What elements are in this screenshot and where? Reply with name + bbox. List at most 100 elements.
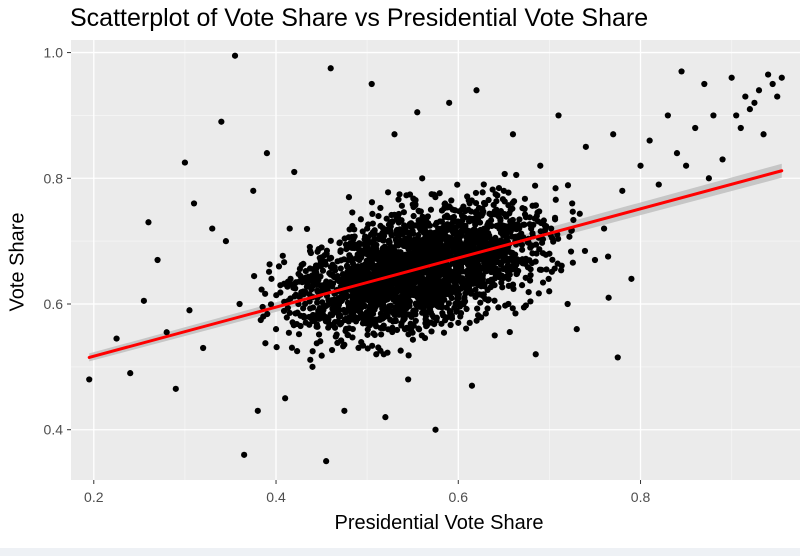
data-point [454, 269, 461, 277]
data-point [509, 131, 517, 138]
data-point [504, 261, 512, 269]
data-point [746, 106, 753, 113]
data-point [591, 256, 599, 264]
data-point [172, 385, 179, 392]
data-point [364, 345, 371, 352]
data-point [405, 352, 412, 359]
data-point [250, 187, 257, 194]
data-point [322, 261, 329, 268]
data-point [341, 407, 348, 414]
data-point [491, 282, 498, 289]
data-point [319, 267, 327, 274]
data-point [264, 310, 271, 318]
data-point [458, 285, 465, 292]
data-point [419, 175, 426, 182]
data-point [502, 302, 509, 309]
data-point [447, 321, 454, 329]
data-point [760, 131, 767, 138]
data-point [543, 266, 550, 273]
data-point [386, 239, 393, 247]
data-point [505, 282, 512, 289]
data-point [441, 200, 449, 207]
data-point [360, 272, 367, 280]
data-point [463, 239, 470, 246]
data-point [287, 295, 294, 302]
data-point [416, 285, 423, 292]
data-point [462, 290, 469, 297]
data-point [474, 305, 481, 312]
data-point [468, 267, 476, 274]
data-point [480, 235, 487, 243]
data-point [543, 223, 550, 230]
x-axis-ticks: 0.2 0.4 0.6 0.8 [84, 480, 650, 505]
data-point [334, 276, 341, 284]
data-point [397, 347, 404, 354]
data-point [315, 245, 322, 253]
data-point [343, 262, 351, 269]
data-point [267, 301, 275, 308]
data-point [384, 349, 391, 356]
data-point [664, 112, 671, 119]
data-point [438, 320, 445, 327]
data-point [514, 233, 522, 240]
data-point [369, 210, 376, 217]
data-point [461, 296, 468, 303]
data-point [266, 261, 273, 268]
data-point [370, 316, 377, 324]
data-point [420, 299, 427, 306]
data-point [401, 222, 408, 229]
data-point [487, 217, 495, 224]
data-point [457, 241, 464, 248]
data-point [361, 296, 369, 303]
data-point [569, 208, 576, 215]
data-point [163, 329, 170, 336]
data-point [412, 196, 419, 204]
data-point [379, 296, 386, 303]
x-tick-label: 0.2 [84, 489, 104, 505]
data-point [86, 376, 93, 383]
data-point [527, 272, 534, 279]
data-point [518, 282, 526, 289]
data-point [545, 275, 552, 282]
data-point [359, 228, 366, 235]
data-point [392, 236, 399, 243]
data-point [386, 256, 394, 263]
data-point [209, 225, 216, 232]
data-point [200, 344, 207, 352]
data-point [551, 216, 559, 223]
data-point [501, 198, 508, 205]
data-point [377, 347, 384, 354]
data-point [410, 212, 417, 220]
data-point [506, 328, 513, 336]
data-point [295, 270, 302, 277]
data-point [281, 259, 288, 266]
data-point [356, 240, 364, 247]
data-point [345, 194, 353, 201]
data-point [323, 458, 330, 465]
data-point [495, 304, 502, 311]
data-point [324, 301, 331, 308]
data-point [347, 240, 354, 247]
data-point [410, 203, 417, 211]
data-point [498, 279, 505, 286]
data-point [499, 258, 506, 265]
data-point [328, 283, 336, 290]
x-tick-label: 0.6 [449, 489, 469, 505]
data-point [527, 298, 534, 305]
data-point [432, 256, 439, 263]
data-point [433, 317, 440, 324]
data-point [348, 303, 355, 310]
data-point [436, 190, 443, 197]
data-point [443, 304, 450, 311]
data-point [429, 239, 437, 246]
data-point [387, 302, 395, 309]
data-point [701, 80, 708, 88]
data-point [337, 265, 344, 272]
data-point [285, 329, 292, 336]
data-point [532, 351, 539, 358]
data-point [765, 71, 772, 78]
data-point [218, 118, 225, 125]
data-point [491, 332, 498, 339]
data-point [558, 267, 565, 274]
data-point [733, 112, 740, 119]
